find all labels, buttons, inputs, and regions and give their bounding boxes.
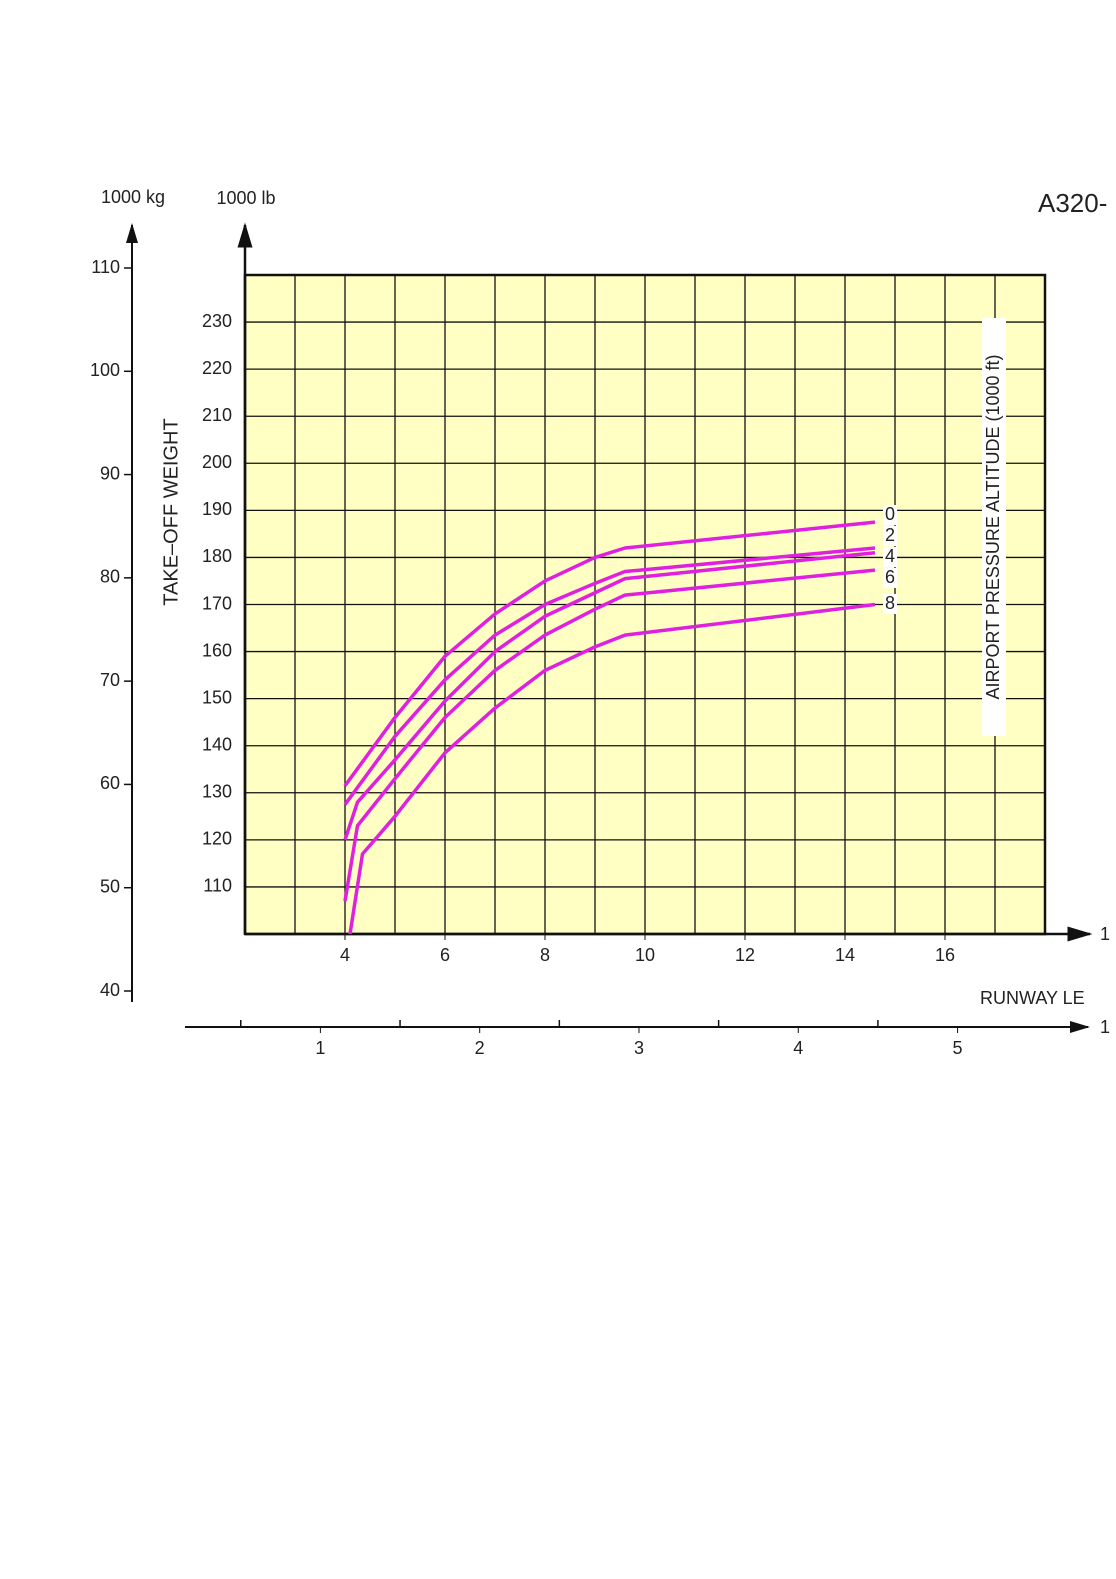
legend-label-bg bbox=[883, 547, 897, 567]
x2-tick-label: 1 bbox=[315, 1038, 325, 1058]
legend-label: 0 bbox=[885, 504, 895, 524]
y-tick-label: 110 bbox=[203, 876, 232, 896]
x-tick-label: 10 bbox=[635, 945, 655, 965]
y-tick-label: 120 bbox=[202, 829, 232, 849]
y-unit: 1000 lb bbox=[216, 188, 275, 208]
legend-label-bg bbox=[883, 505, 897, 525]
x-arrow-label: 1 bbox=[1100, 924, 1110, 944]
x-tick-label: 14 bbox=[835, 945, 855, 965]
legend-title: AIRPORT PRESSURE ALTITUDE (1000 ft) bbox=[983, 354, 1003, 699]
y-tick-label: 170 bbox=[202, 593, 232, 613]
series-line bbox=[348, 602, 876, 935]
legend-label-bg bbox=[883, 568, 897, 588]
y-tick-label: 140 bbox=[202, 734, 232, 754]
series-line bbox=[343, 568, 876, 902]
y2-tick-label: 70 bbox=[100, 670, 120, 690]
y2-tick-label: 100 bbox=[90, 360, 120, 380]
y-tick-label: 200 bbox=[202, 452, 232, 472]
y2-tick-label: 80 bbox=[100, 567, 120, 587]
y2-tick-label: 60 bbox=[100, 773, 120, 793]
x2-tick-label: 4 bbox=[793, 1038, 803, 1058]
legend-title-bg bbox=[982, 318, 1006, 736]
y-tick-label: 150 bbox=[202, 687, 232, 707]
y-tick-label: 180 bbox=[202, 546, 232, 566]
series-line bbox=[343, 546, 876, 806]
y2-unit: 1000 kg bbox=[101, 187, 165, 207]
series-line bbox=[343, 550, 876, 841]
y-tick-label: 230 bbox=[202, 311, 232, 331]
x2-tick-label: 3 bbox=[634, 1038, 644, 1058]
y-tick-label: 210 bbox=[202, 405, 232, 425]
y-tick-label: 190 bbox=[202, 499, 232, 519]
legend-label-bg bbox=[883, 594, 897, 614]
legend-label: 8 bbox=[885, 593, 895, 613]
x2-tick-label: 2 bbox=[475, 1038, 485, 1058]
y-tick-label: 130 bbox=[202, 782, 232, 802]
x-tick-label: 8 bbox=[540, 945, 550, 965]
legend-label-bg bbox=[883, 526, 897, 546]
x-axis-title: RUNWAY LE bbox=[980, 988, 1085, 1008]
x2-tick-label: 5 bbox=[953, 1038, 963, 1058]
legend-label: 6 bbox=[885, 567, 895, 587]
y-axis-title: TAKE–OFF WEIGHT bbox=[160, 418, 182, 605]
x2-arrow-label: 1 bbox=[1100, 1017, 1110, 1037]
series-line bbox=[343, 520, 876, 787]
y2-tick-label: 50 bbox=[100, 876, 120, 896]
x-tick-label: 4 bbox=[340, 945, 350, 965]
x-tick-label: 6 bbox=[440, 945, 450, 965]
y-tick-label: 160 bbox=[202, 640, 232, 660]
legend-label: 4 bbox=[885, 546, 895, 566]
y-tick-label: 220 bbox=[202, 358, 232, 378]
chart-title: A320- bbox=[1038, 188, 1107, 218]
x-tick-label: 12 bbox=[735, 945, 755, 965]
y2-tick-label: 40 bbox=[100, 980, 120, 1000]
legend-label: 2 bbox=[885, 525, 895, 545]
y2-tick-label: 110 bbox=[91, 257, 120, 277]
x-tick-label: 16 bbox=[935, 945, 955, 965]
y2-tick-label: 90 bbox=[100, 463, 120, 483]
